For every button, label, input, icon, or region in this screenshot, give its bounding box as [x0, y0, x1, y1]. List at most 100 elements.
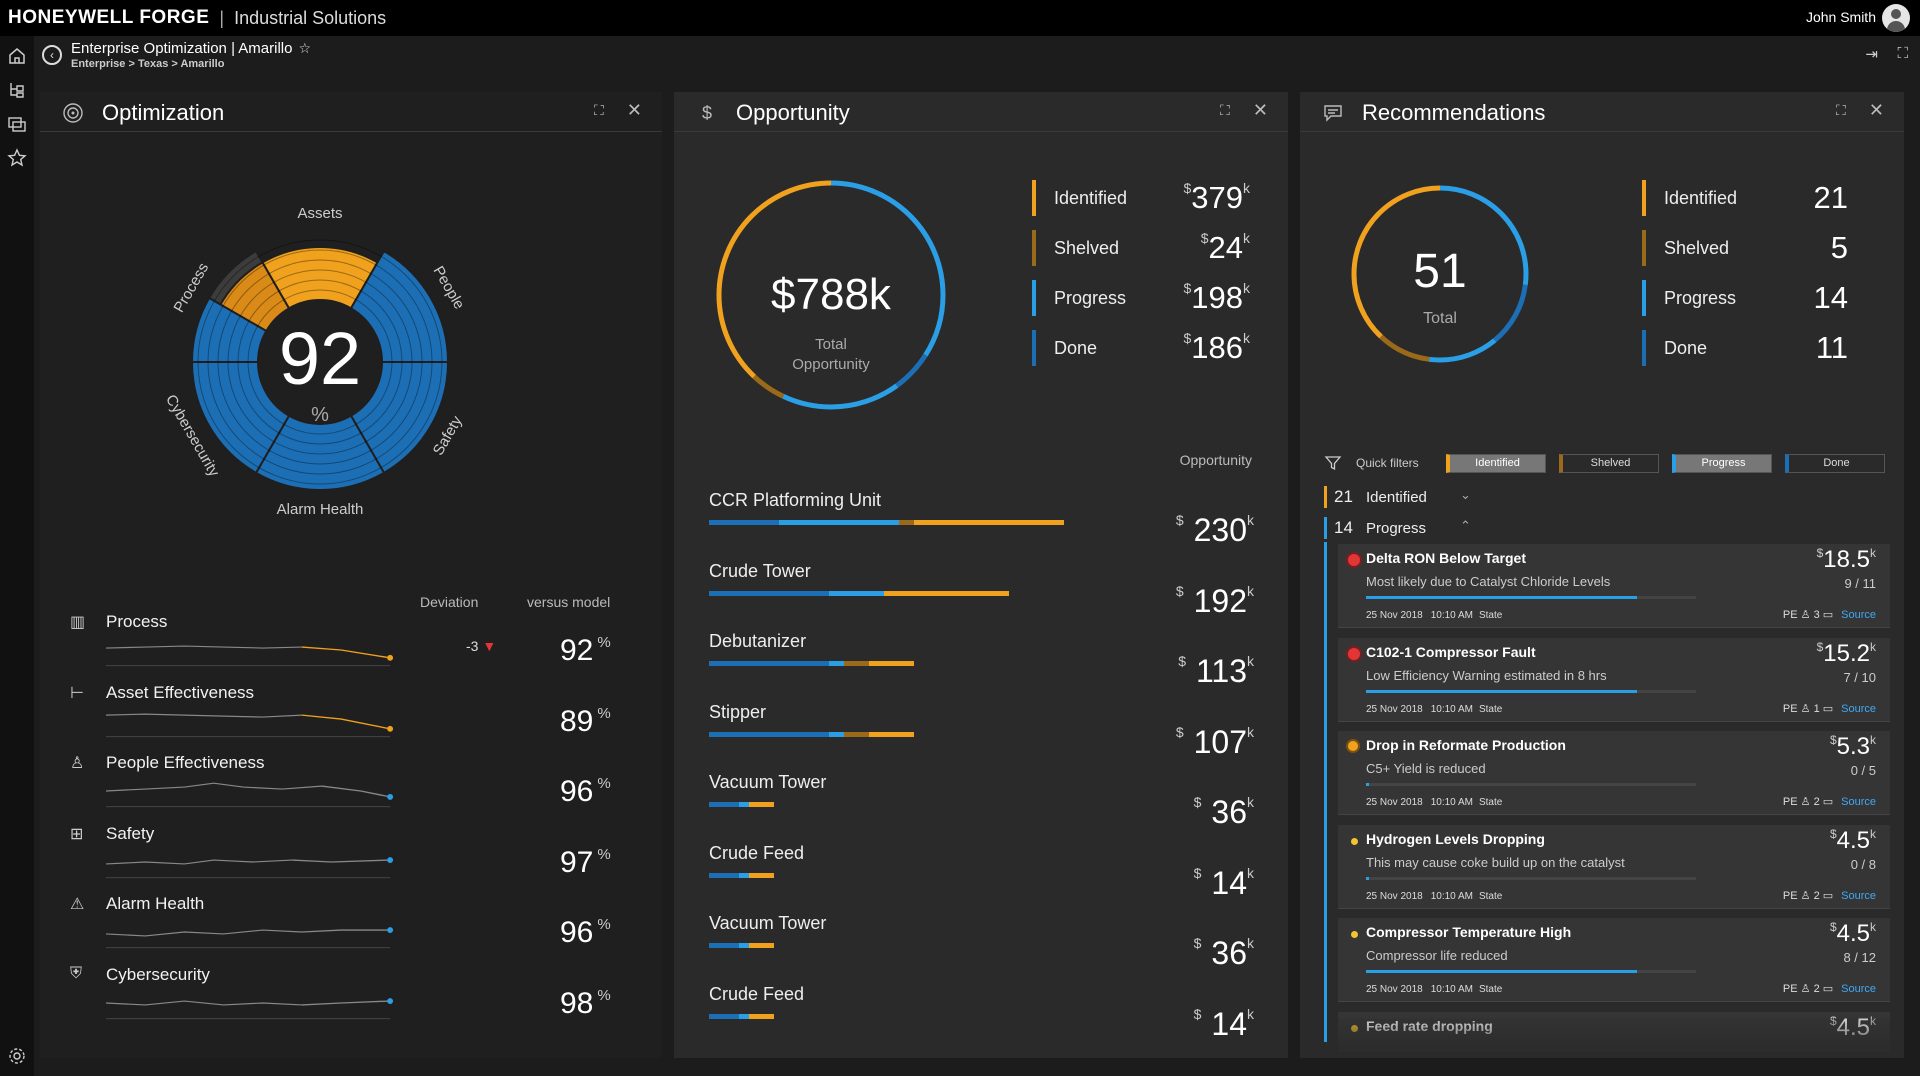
export-icon[interactable]: ⇥ — [1865, 46, 1878, 63]
thousands-suffix: k — [1247, 794, 1254, 810]
recommendations-donut — [1351, 185, 1529, 363]
metric-value-number: 98 — [560, 986, 594, 1020]
legend-row[interactable]: Done 11 — [1642, 330, 1848, 366]
opportunity-donut — [716, 180, 946, 410]
opportunity-row[interactable]: CCR Platforming Unit $230k — [709, 490, 1254, 560]
legend-row[interactable]: Progress $198k — [1032, 280, 1250, 316]
comment-icon[interactable]: ▭ — [1819, 889, 1834, 902]
metric-row[interactable]: ⛨ Cybersecurity 98% — [70, 965, 650, 1025]
person-icon[interactable]: ♙ — [1797, 702, 1814, 715]
close-icon[interactable]: ✕ — [1252, 100, 1268, 120]
opportunity-row[interactable]: Crude Feed $14k — [709, 843, 1254, 913]
card-date: 25 Nov 2018 — [1366, 610, 1423, 621]
metric-label: People Effectiveness — [106, 753, 265, 772]
opportunity-row[interactable]: Debutanizer $113k — [709, 631, 1254, 701]
user-name[interactable]: John Smith — [1805, 9, 1876, 25]
recommendation-card[interactable]: Hydrogen Levels Dropping $4.5k This may ca… — [1338, 824, 1890, 909]
recommendation-card[interactable]: Compressor Temperature High $4.5k Compress… — [1338, 918, 1890, 1002]
metric-row[interactable]: ⚠ Alarm Health 96% — [70, 894, 650, 954]
legend-label: Done — [1664, 338, 1708, 358]
fullscreen-icon[interactable]: ⛶ — [1897, 45, 1908, 62]
brand-logo: HONEYWELL FORGE — [8, 7, 210, 28]
legend-label: Shelved — [1664, 238, 1730, 258]
source-link[interactable]: Source — [1841, 889, 1876, 902]
expand-icon[interactable]: ⛶ — [1836, 102, 1846, 118]
person-icon[interactable]: ♙ — [1797, 609, 1814, 621]
opportunity-header: $ Opportunity ⛶ ✕ — [674, 92, 1288, 132]
thousands-suffix: k — [1870, 920, 1876, 934]
settings-gear-icon[interactable] — [5, 1044, 29, 1068]
recommendation-group[interactable]: 14 Progress ⌃ — [1324, 517, 1524, 539]
expand-icon[interactable]: ⛶ — [594, 102, 604, 118]
quick-filter-button[interactable]: Identified — [1446, 454, 1546, 473]
opportunity-row[interactable]: Vacuum Tower $36k — [709, 913, 1254, 983]
source-link[interactable]: Source — [1841, 796, 1876, 808]
favorite-star-icon[interactable]: ☆ — [298, 40, 312, 56]
recommendations-total-label: Total — [1423, 310, 1457, 327]
legend-row[interactable]: Identified $379k — [1032, 180, 1250, 216]
quick-filter-button[interactable]: Done — [1785, 454, 1885, 473]
hierarchy-icon[interactable] — [5, 78, 29, 102]
opportunity-row[interactable]: Crude Tower $192k — [709, 561, 1254, 631]
legend-color-bar — [1642, 280, 1646, 316]
close-icon[interactable]: ✕ — [1868, 100, 1884, 120]
chevron-up-icon[interactable]: ⌃ — [1460, 518, 1471, 533]
metric-row[interactable]: ⊞ Safety 97% — [70, 824, 650, 884]
metric-sparkline — [106, 856, 394, 878]
bar-segment — [749, 1013, 774, 1019]
metric-value-number: 96 — [560, 775, 594, 808]
legend-row[interactable]: Identified 21 — [1642, 180, 1848, 216]
recommendation-card[interactable]: Delta RON Below Target $18.5k Most likely … — [1338, 544, 1890, 628]
opportunity-unit-value: $36k — [1194, 935, 1254, 972]
legend-value-number: 11 — [1815, 330, 1848, 365]
avatar[interactable] — [1882, 4, 1910, 32]
favorites-star-icon[interactable] — [5, 146, 29, 170]
layers-icon[interactable] — [5, 112, 29, 136]
legend-row[interactable]: Shelved $24k — [1032, 230, 1250, 266]
metric-row[interactable]: ♙ People Effectiveness 96% — [70, 753, 650, 813]
legend-row[interactable]: Progress 14 — [1642, 280, 1848, 316]
recommendation-group[interactable]: 21 Identified ⌄ — [1324, 486, 1524, 508]
recommendation-card[interactable]: C102-1 Compressor Fault $15.2k Low Efficie… — [1338, 637, 1890, 722]
person-icon[interactable]: ♙ — [1797, 889, 1814, 902]
opportunity-unit-name: Stipper — [709, 701, 767, 722]
card-owner: PE — [1782, 796, 1798, 808]
metric-value: 89% — [560, 705, 611, 739]
person-icon[interactable]: ♙ — [1797, 983, 1814, 995]
currency-symbol: $ — [1175, 582, 1184, 599]
opportunity-row[interactable]: Stipper $107k — [709, 702, 1254, 772]
donut-segment — [1351, 185, 1529, 363]
card-owner: PE — [1782, 983, 1798, 995]
metric-row[interactable]: ▥ Process -3 ▼ 92% — [70, 612, 650, 672]
source-link[interactable]: Source — [1841, 609, 1876, 621]
status-indicator — [1348, 741, 1358, 751]
close-icon[interactable]: ✕ — [626, 100, 642, 120]
comment-icon[interactable]: ▭ — [1819, 702, 1834, 715]
filter-funnel-icon[interactable] — [1324, 454, 1342, 477]
legend-row[interactable]: Done $186k — [1032, 330, 1250, 366]
currency-symbol: $ — [1193, 864, 1202, 881]
comment-icon[interactable]: ▭ — [1819, 796, 1834, 808]
chevron-down-icon[interactable]: ⌄ — [1460, 487, 1471, 502]
metric-row[interactable]: ⊢ Asset Effectiveness 89% — [70, 683, 650, 743]
quick-filter-button[interactable]: Shelved — [1559, 454, 1659, 473]
legend-row[interactable]: Shelved 5 — [1642, 230, 1848, 266]
opportunity-row[interactable]: Vacuum Tower $36k — [709, 772, 1254, 842]
opportunity-unit-value-number: 113 — [1195, 653, 1247, 689]
recommendation-card[interactable]: Drop in Reformate Production $5.3k C5+ Yie… — [1338, 731, 1890, 815]
card-subtitle: Most likely due to Catalyst Chloride Lev… — [1366, 574, 1611, 589]
source-link[interactable]: Source — [1841, 983, 1876, 995]
expand-icon[interactable]: ⛶ — [1220, 102, 1230, 118]
opportunity-row[interactable]: Crude Feed $14k — [709, 984, 1254, 1054]
breadcrumb-path[interactable]: Enterprise > Texas > Amarillo — [71, 58, 225, 70]
sparkline-end-dot — [387, 927, 394, 933]
source-link[interactable]: Source — [1841, 702, 1876, 715]
home-icon[interactable] — [5, 44, 29, 68]
donut-segment — [716, 180, 946, 410]
quick-filter-button[interactable]: Progress — [1672, 454, 1772, 473]
comment-icon[interactable]: ▭ — [1819, 983, 1834, 995]
card-progress-fill — [1366, 689, 1637, 693]
person-icon[interactable]: ♙ — [1797, 796, 1814, 808]
comment-icon[interactable]: ▭ — [1819, 609, 1834, 621]
back-arrow-icon[interactable]: ‹ — [42, 45, 62, 65]
